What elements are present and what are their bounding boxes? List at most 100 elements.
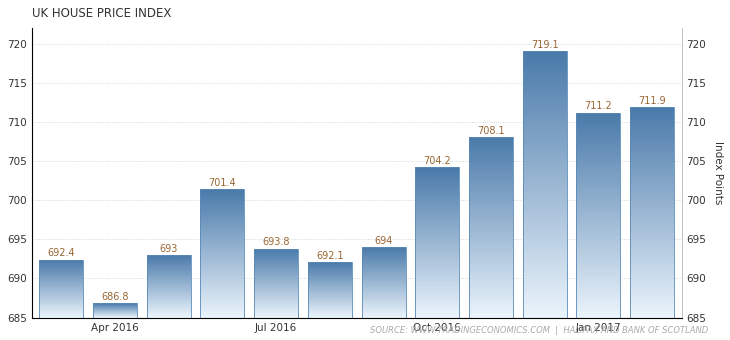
Bar: [39, 304, 83, 305]
Bar: [469, 137, 513, 318]
Bar: [361, 259, 406, 260]
Bar: [469, 144, 513, 146]
Bar: [254, 274, 298, 275]
Bar: [39, 305, 83, 306]
Bar: [415, 255, 459, 256]
Bar: [469, 199, 513, 200]
Bar: [523, 108, 566, 111]
Bar: [577, 222, 620, 224]
Bar: [523, 86, 566, 88]
Bar: [308, 277, 352, 278]
Bar: [469, 256, 513, 257]
Bar: [577, 249, 620, 251]
Bar: [577, 297, 620, 299]
Bar: [147, 273, 191, 274]
Bar: [577, 113, 620, 318]
Bar: [577, 224, 620, 225]
Bar: [469, 310, 513, 311]
Bar: [39, 300, 83, 301]
Bar: [361, 287, 406, 288]
Bar: [39, 288, 83, 289]
Bar: [415, 228, 459, 230]
Bar: [361, 249, 406, 250]
Bar: [523, 286, 566, 289]
Bar: [523, 171, 566, 173]
Bar: [415, 224, 459, 225]
Bar: [200, 242, 245, 243]
Bar: [577, 276, 620, 278]
Bar: [39, 316, 83, 317]
Bar: [361, 292, 406, 293]
Bar: [577, 241, 620, 242]
Bar: [39, 296, 83, 297]
Bar: [200, 257, 245, 258]
Bar: [254, 303, 298, 304]
Bar: [361, 305, 406, 306]
Bar: [469, 307, 513, 308]
Bar: [469, 170, 513, 171]
Bar: [200, 249, 245, 250]
Bar: [630, 186, 674, 188]
Bar: [415, 260, 459, 261]
Bar: [415, 287, 459, 289]
Bar: [308, 312, 352, 313]
Bar: [361, 282, 406, 283]
Bar: [147, 259, 191, 260]
Bar: [361, 284, 406, 285]
Bar: [415, 316, 459, 318]
Bar: [415, 257, 459, 259]
Bar: [147, 271, 191, 272]
Bar: [469, 292, 513, 293]
Bar: [630, 283, 674, 284]
Bar: [200, 305, 245, 306]
Bar: [361, 313, 406, 314]
Bar: [630, 298, 674, 300]
Bar: [630, 253, 674, 254]
Bar: [577, 205, 620, 206]
Bar: [415, 296, 459, 298]
Bar: [577, 166, 620, 167]
Bar: [630, 170, 674, 172]
Bar: [469, 179, 513, 181]
Bar: [147, 315, 191, 316]
Bar: [630, 277, 674, 279]
Bar: [630, 124, 674, 126]
Bar: [523, 62, 566, 64]
Bar: [147, 288, 191, 289]
Bar: [577, 283, 620, 285]
Bar: [200, 308, 245, 309]
Bar: [361, 294, 406, 295]
Bar: [415, 299, 459, 300]
Bar: [415, 298, 459, 299]
Bar: [415, 236, 459, 237]
Bar: [630, 189, 674, 191]
Bar: [415, 262, 459, 264]
Bar: [147, 255, 191, 318]
Bar: [523, 177, 566, 180]
Bar: [469, 260, 513, 262]
Bar: [469, 262, 513, 263]
Bar: [308, 303, 352, 304]
Bar: [200, 189, 245, 318]
Bar: [415, 215, 459, 216]
Bar: [523, 131, 566, 133]
Bar: [361, 264, 406, 265]
Bar: [630, 197, 674, 198]
Bar: [577, 211, 620, 213]
Bar: [415, 187, 459, 189]
Bar: [523, 98, 566, 100]
Bar: [469, 177, 513, 179]
Bar: [308, 307, 352, 308]
Bar: [415, 226, 459, 227]
Bar: [469, 200, 513, 202]
Bar: [308, 283, 352, 284]
Bar: [254, 295, 298, 296]
Bar: [523, 95, 566, 98]
Bar: [630, 146, 674, 148]
Bar: [523, 304, 566, 306]
Bar: [577, 114, 620, 116]
Bar: [523, 282, 566, 284]
Bar: [200, 295, 245, 296]
Bar: [577, 118, 620, 119]
Bar: [39, 274, 83, 275]
